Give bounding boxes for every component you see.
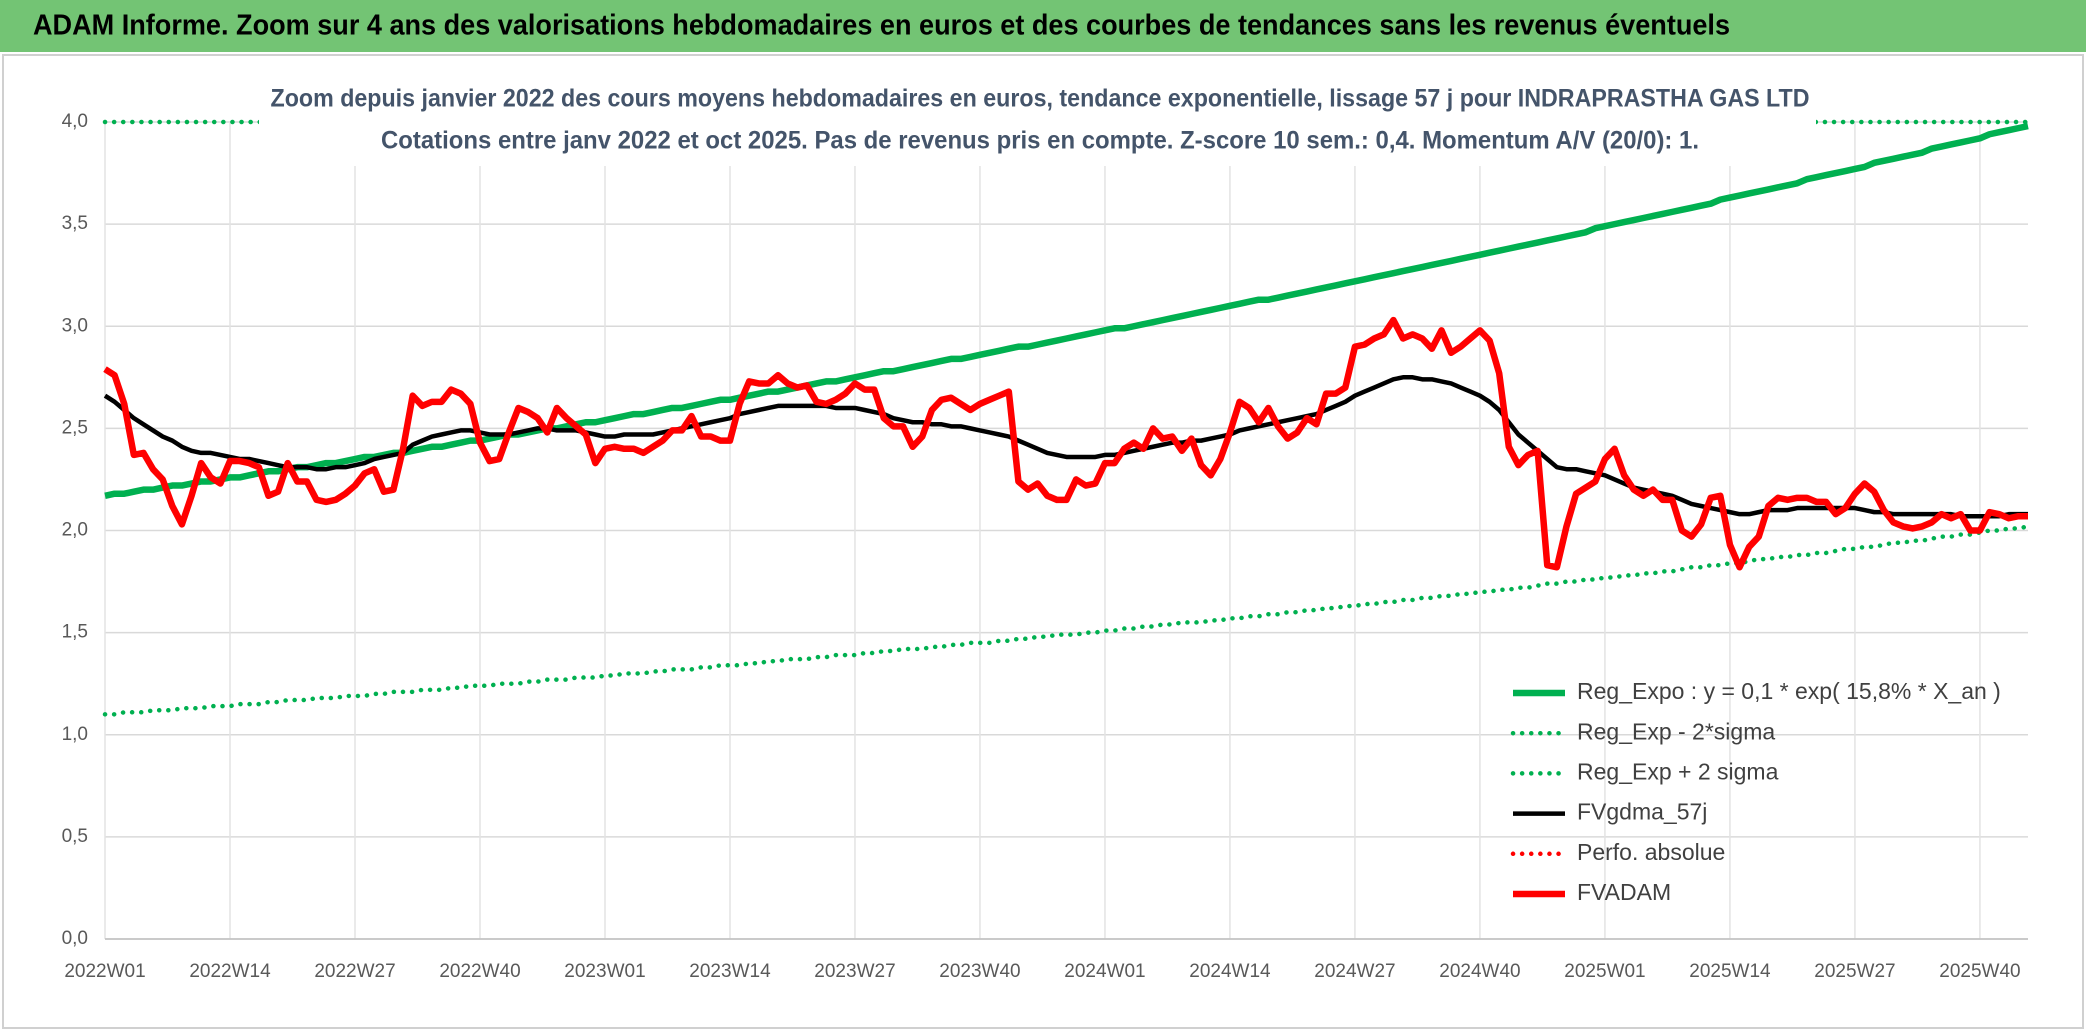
x-tick-label: 2024W01 bbox=[1064, 961, 1145, 982]
y-tick-label: 0,0 bbox=[62, 928, 88, 949]
x-tick-label: 2022W27 bbox=[314, 961, 395, 982]
legend-label: FVADAM bbox=[1577, 879, 1671, 905]
x-tick-label: 2022W14 bbox=[189, 961, 271, 982]
y-tick-label: 2,0 bbox=[62, 520, 88, 541]
title-box bbox=[259, 78, 1816, 166]
x-tick-label: 2024W14 bbox=[1189, 961, 1271, 982]
series-line bbox=[103, 316, 2028, 571]
x-tick-label: 2025W14 bbox=[1689, 961, 1771, 982]
legend-label: Reg_Expo : y = 0,1 * exp( 15,8% * X_an ) bbox=[1577, 678, 2001, 704]
x-tick-label: 2022W40 bbox=[439, 961, 520, 982]
series-line bbox=[102, 524, 2031, 717]
page-title: ADAM Informe. Zoom sur 4 ans des valoris… bbox=[33, 10, 1730, 42]
legend-label: Reg_Exp - 2*sigma bbox=[1577, 718, 1775, 744]
y-tick-label: 3,5 bbox=[62, 213, 88, 234]
chart-title: Zoom depuis janvier 2022 des cours moyen… bbox=[271, 85, 1810, 113]
chart-subtitle: Cotations entre janv 2022 et oct 2025. P… bbox=[381, 127, 1699, 155]
legend-label: Reg_Exp + 2 sigma bbox=[1577, 758, 1779, 784]
y-tick-label: 2,5 bbox=[62, 417, 88, 438]
x-tick-label: 2023W40 bbox=[939, 961, 1020, 982]
x-tick-label: 2025W27 bbox=[1814, 961, 1895, 982]
legend-label: Perfo. absolue bbox=[1577, 839, 1725, 865]
y-tick-label: 3,0 bbox=[62, 315, 88, 336]
x-tick-label: 2023W01 bbox=[564, 961, 645, 982]
x-tick-label: 2024W27 bbox=[1314, 961, 1395, 982]
x-tick-label: 2022W01 bbox=[64, 961, 145, 982]
series-line bbox=[104, 122, 2029, 499]
header-band bbox=[0, 0, 2086, 52]
y-tick-label: 0,5 bbox=[62, 826, 88, 847]
y-tick-label: 4,0 bbox=[62, 111, 88, 132]
x-tick-label: 2024W40 bbox=[1439, 961, 1520, 982]
x-tick-label: 2025W01 bbox=[1564, 961, 1645, 982]
y-tick-label: 1,0 bbox=[62, 724, 88, 745]
x-tick-label: 2025W40 bbox=[1939, 961, 2020, 982]
x-tick-label: 2023W14 bbox=[689, 961, 771, 982]
chart-frame bbox=[2, 54, 2084, 1029]
x-tick-label: 2023W27 bbox=[814, 961, 895, 982]
legend-label: FVgdma_57j bbox=[1577, 799, 1707, 825]
y-tick-label: 1,5 bbox=[62, 622, 88, 643]
legend: Reg_Expo : y = 0,1 * exp( 15,8% * X_an )… bbox=[1510, 678, 2001, 905]
